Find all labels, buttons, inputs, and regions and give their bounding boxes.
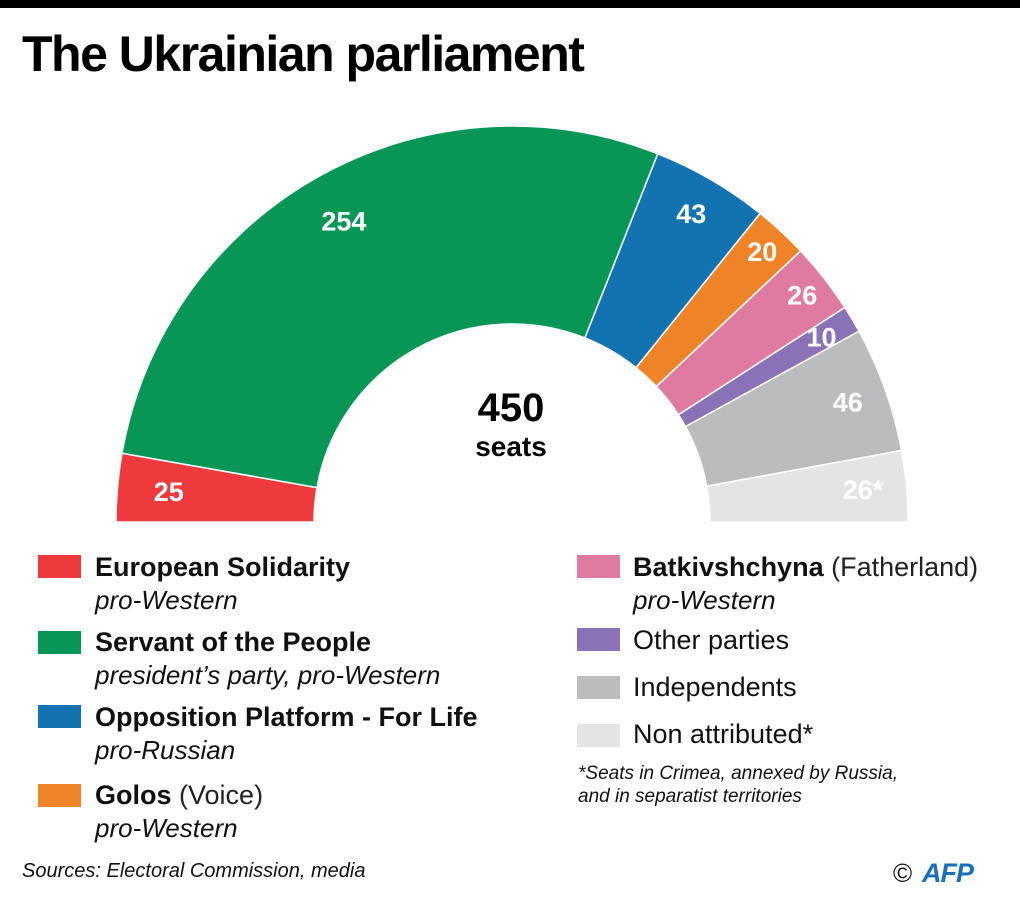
legend-label: Opposition Platform - For Life — [95, 702, 478, 732]
total-seats-number: 450 — [478, 386, 545, 430]
legend-swatch — [577, 555, 620, 578]
legend-label: Servant of the People — [95, 627, 372, 657]
total-seats-unit: seats — [475, 431, 547, 462]
segment-value-label: 26 — [787, 280, 817, 310]
legend-swatch — [38, 631, 81, 654]
source-note: Sources: Electoral Commission, media — [22, 860, 366, 882]
segment-value-label: 25 — [154, 477, 184, 507]
footnote-line-1: *Seats in Crimea, annexed by Russia, — [578, 763, 898, 784]
segment-value-label: 43 — [676, 199, 706, 229]
segment-labels-group: 25 254 43 20 26 10 46 26* — [154, 199, 884, 507]
chart-title: The Ukrainian parliament — [22, 26, 585, 82]
legend-sublabel: pro-Western — [633, 585, 776, 615]
legend-label-translation: (Voice) — [179, 780, 264, 810]
legend-swatch — [38, 555, 81, 578]
hemicycle-chart: 25 254 43 20 26 10 46 26* 450 seats — [115, 125, 909, 523]
segment-value-label: 46 — [833, 387, 863, 417]
legend-label: Batkivshchyna — [633, 552, 824, 582]
legend-label: Independents — [633, 672, 797, 702]
legend-swatch — [577, 628, 620, 651]
segment-servant-of-the-people — [121, 125, 659, 489]
segment-non-attributed — [705, 449, 909, 523]
legend-sublabel: pro-Western — [95, 585, 238, 615]
segment-value-label: 26* — [843, 475, 884, 505]
top-bar — [0, 0, 1020, 8]
legend-label-translation: (Fatherland) — [831, 552, 979, 582]
segment-value-label: 10 — [807, 322, 837, 352]
segment-value-label: 254 — [321, 206, 366, 236]
footnote-line-2: and in separatist territories — [578, 786, 802, 807]
copyright-icon: © — [893, 858, 913, 888]
footnote: *Seats in Crimea, annexed by Russia, and… — [578, 762, 898, 808]
legend-label: Other parties — [633, 625, 790, 655]
legend-label: Golos — [95, 780, 172, 810]
legend-swatch — [38, 705, 81, 728]
legend-label: Non attributed* — [633, 719, 814, 749]
legend-sublabel: president’s party, pro-Western — [95, 660, 441, 690]
legend-swatch — [577, 676, 620, 699]
legend-sublabel: pro-Western — [95, 813, 238, 843]
afp-logo: AFP — [922, 858, 974, 888]
segments-group — [115, 125, 909, 523]
legend-label: European Solidarity — [95, 552, 351, 582]
legend-swatch — [577, 724, 620, 747]
legend-swatch — [38, 784, 81, 807]
legend-sublabel: pro-Russian — [95, 735, 236, 765]
segment-value-label: 20 — [747, 237, 777, 267]
